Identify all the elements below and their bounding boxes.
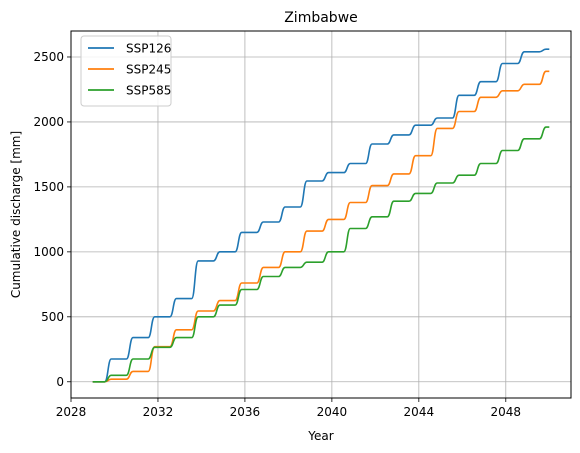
series-line-ssp126 bbox=[92, 48, 550, 383]
x-tick-label: 2044 bbox=[404, 405, 435, 419]
y-tick-label: 2000 bbox=[33, 115, 64, 129]
legend-label: SSP585 bbox=[126, 84, 171, 98]
legend-box bbox=[80, 35, 172, 107]
x-axis: 2028 2032 2036 2040 2044 2048 bbox=[56, 398, 521, 419]
plot-frame bbox=[70, 30, 572, 399]
y-axis: 0 500 1000 1500 2000 2500 bbox=[33, 50, 71, 389]
x-tick-label: 2048 bbox=[491, 405, 522, 419]
series-line-ssp245 bbox=[92, 70, 550, 383]
chart-title: Zimbabwe bbox=[284, 10, 358, 26]
series-line-ssp585 bbox=[92, 126, 550, 383]
series-lines bbox=[92, 48, 550, 383]
y-tick-label: 0 bbox=[56, 375, 64, 389]
legend-label: SSP126 bbox=[126, 42, 171, 56]
x-tick-label: 2028 bbox=[56, 405, 87, 419]
legend: SSP126 SSP245 SSP585 bbox=[80, 35, 172, 107]
x-tick-label: 2032 bbox=[143, 405, 174, 419]
x-tick-label: 2036 bbox=[230, 405, 261, 419]
y-tick-label: 500 bbox=[41, 310, 64, 324]
y-tick-label: 2500 bbox=[33, 50, 64, 64]
y-axis-label: Cumulative discharge [mm] bbox=[9, 131, 23, 298]
y-tick-label: 1500 bbox=[33, 180, 64, 194]
x-axis-label: Year bbox=[307, 429, 333, 443]
legend-label: SSP245 bbox=[126, 63, 171, 77]
x-tick-label: 2040 bbox=[317, 405, 348, 419]
y-tick-label: 1000 bbox=[33, 245, 64, 259]
